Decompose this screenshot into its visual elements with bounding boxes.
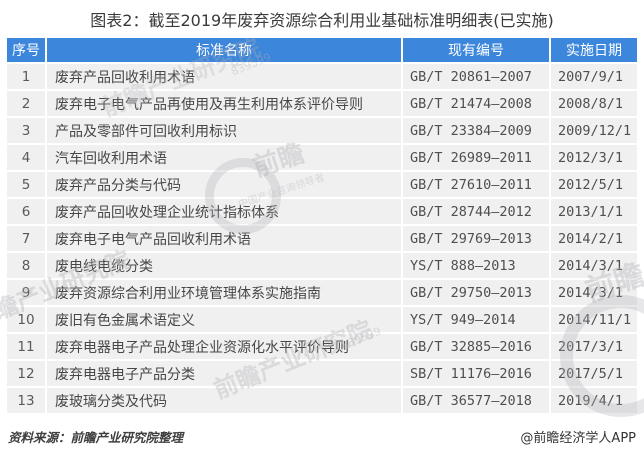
table-row: 7 废弃电子电气产品回收利用术语 GB/T 29769—2013 2014/2/1	[7, 226, 637, 251]
standard-code-cell: GB/T 26989—2011	[403, 145, 549, 170]
standard-name-cell: 废弃产品分类与代码	[47, 172, 401, 197]
standard-name-cell: 产品及零部件可回收利用标识	[47, 118, 401, 143]
table-row: 10 废旧有色金属术语定义 YS/T 949—2014 2014/11/1	[7, 307, 637, 332]
column-header-name: 标准名称	[47, 38, 401, 62]
table-body: 1 废弃产品回收利用术语 GB/T 20861—2007 2007/9/1 2 废弃电子电…	[7, 64, 637, 413]
table-row: 8 废电线电缆分类 YS/T 888—2013 2014/3/1	[7, 253, 637, 278]
standard-code-cell: GB/T 20861—2007	[403, 64, 549, 89]
standard-code-cell: GB/T 23384—2009	[403, 118, 549, 143]
standard-name-cell: 废弃电器电子产品处理企业资源化水平评价导则	[47, 334, 401, 359]
table-row: 11 废弃电器电子产品处理企业资源化水平评价导则 GB/T 32885—2016 20…	[7, 334, 637, 359]
impl-date-cell: 2008/8/1	[551, 91, 637, 116]
impl-date-cell: 2017/3/1	[551, 334, 637, 359]
standard-code-cell: GB/T 29769—2013	[403, 226, 549, 251]
table-row: 3 产品及零部件可回收利用标识 GB/T 23384—2009 2009/12/1	[7, 118, 637, 143]
standard-name-cell: 废弃电子电气产品回收利用术语	[47, 226, 401, 251]
row-index-cell: 1	[7, 64, 45, 89]
impl-date-cell: 2009/12/1	[551, 118, 637, 143]
source-note: 资料来源：前瞻产业研究院整理	[8, 430, 184, 445]
standard-code-cell: SB/T 11176—2016	[403, 361, 549, 386]
impl-date-cell: 2014/11/1	[551, 307, 637, 332]
row-index-cell: 10	[7, 307, 45, 332]
standard-name-cell: 废弃电子电气产品再使用及再生利用体系评价导则	[47, 91, 401, 116]
row-index-cell: 13	[7, 388, 45, 413]
standard-name-cell: 汽车回收利用术语	[47, 145, 401, 170]
figure-page: { "title": "图表2：截至2019年废弃资源综合利用业基础标准明细表(…	[0, 10, 644, 470]
row-index-cell: 2	[7, 91, 45, 116]
impl-date-cell: 2014/3/1	[551, 280, 637, 305]
standard-code-cell: GB/T 21474—2008	[403, 91, 549, 116]
standard-name-cell: 废电线电缆分类	[47, 253, 401, 278]
impl-date-cell: 2013/1/1	[551, 199, 637, 224]
row-index-cell: 9	[7, 280, 45, 305]
figure-title: 图表2：截至2019年废弃资源综合利用业基础标准明细表(已实施)	[90, 11, 554, 30]
row-index-cell: 7	[7, 226, 45, 251]
table-row: 5 废弃产品分类与代码 GB/T 27610—2011 2012/5/1	[7, 172, 637, 197]
table-row: 4 汽车回收利用术语 GB/T 26989—2011 2012/3/1	[7, 145, 637, 170]
standard-name-cell: 废旧有色金属术语定义	[47, 307, 401, 332]
standard-name-cell: 废弃电器电子产品分类	[47, 361, 401, 386]
table-row: 13 废玻璃分类及代码 GB/T 36577—2018 2019/4/1	[7, 388, 637, 413]
impl-date-cell: 2014/3/1	[551, 253, 637, 278]
table-row: 12 废弃电器电子产品分类 SB/T 11176—2016 2017/5/1	[7, 361, 637, 386]
standard-name-cell: 废弃产品回收处理企业统计指标体系	[47, 199, 401, 224]
row-index-cell: 5	[7, 172, 45, 197]
row-index-cell: 8	[7, 253, 45, 278]
column-header-code: 现有编号	[403, 38, 549, 62]
table-row: 1 废弃产品回收利用术语 GB/T 20861—2007 2007/9/1	[7, 64, 637, 89]
standard-name-cell: 废弃资源综合利用业环境管理体系实施指南	[47, 280, 401, 305]
table-row: 6 废弃产品回收处理企业统计指标体系 GB/T 28744—2012 2013/1/1	[7, 199, 637, 224]
credit-note: @前瞻经济学人APP	[520, 431, 636, 446]
column-header-index: 序号	[7, 38, 45, 62]
table-row: 2 废弃电子电气产品再使用及再生利用体系评价导则 GB/T 21474—2008 20…	[7, 91, 637, 116]
impl-date-cell: 2019/4/1	[551, 388, 637, 413]
standard-name-cell: 废弃产品回收利用术语	[47, 64, 401, 89]
standard-code-cell: GB/T 32885—2016	[403, 334, 549, 359]
header-row: 序号 标准名称 现有编号 实施日期	[7, 38, 637, 62]
standards-table: 序号 标准名称 现有编号 实施日期 1 废弃产品回收利用术语 GB/T 20861—…	[5, 36, 639, 415]
footer: 资料来源：前瞻产业研究院整理 @前瞻经济学人APP	[8, 427, 636, 446]
table-row: 9 废弃资源综合利用业环境管理体系实施指南 GB/T 29750—2013 2014/…	[7, 280, 637, 305]
row-index-cell: 12	[7, 361, 45, 386]
standard-code-cell: GB/T 28744—2012	[403, 199, 549, 224]
column-header-date: 实施日期	[551, 38, 637, 62]
impl-date-cell: 2014/2/1	[551, 226, 637, 251]
standard-code-cell: YS/T 949—2014	[403, 307, 549, 332]
impl-date-cell: 2012/5/1	[551, 172, 637, 197]
standard-name-cell: 废玻璃分类及代码	[47, 388, 401, 413]
table-header: 序号 标准名称 现有编号 实施日期	[7, 38, 637, 62]
row-index-cell: 4	[7, 145, 45, 170]
row-index-cell: 6	[7, 199, 45, 224]
impl-date-cell: 2007/9/1	[551, 64, 637, 89]
standard-code-cell: YS/T 888—2013	[403, 253, 549, 278]
standard-code-cell: GB/T 29750—2013	[403, 280, 549, 305]
standard-code-cell: GB/T 36577—2018	[403, 388, 549, 413]
impl-date-cell: 2017/5/1	[551, 361, 637, 386]
impl-date-cell: 2012/3/1	[551, 145, 637, 170]
row-index-cell: 11	[7, 334, 45, 359]
row-index-cell: 3	[7, 118, 45, 143]
standard-code-cell: GB/T 27610—2011	[403, 172, 549, 197]
